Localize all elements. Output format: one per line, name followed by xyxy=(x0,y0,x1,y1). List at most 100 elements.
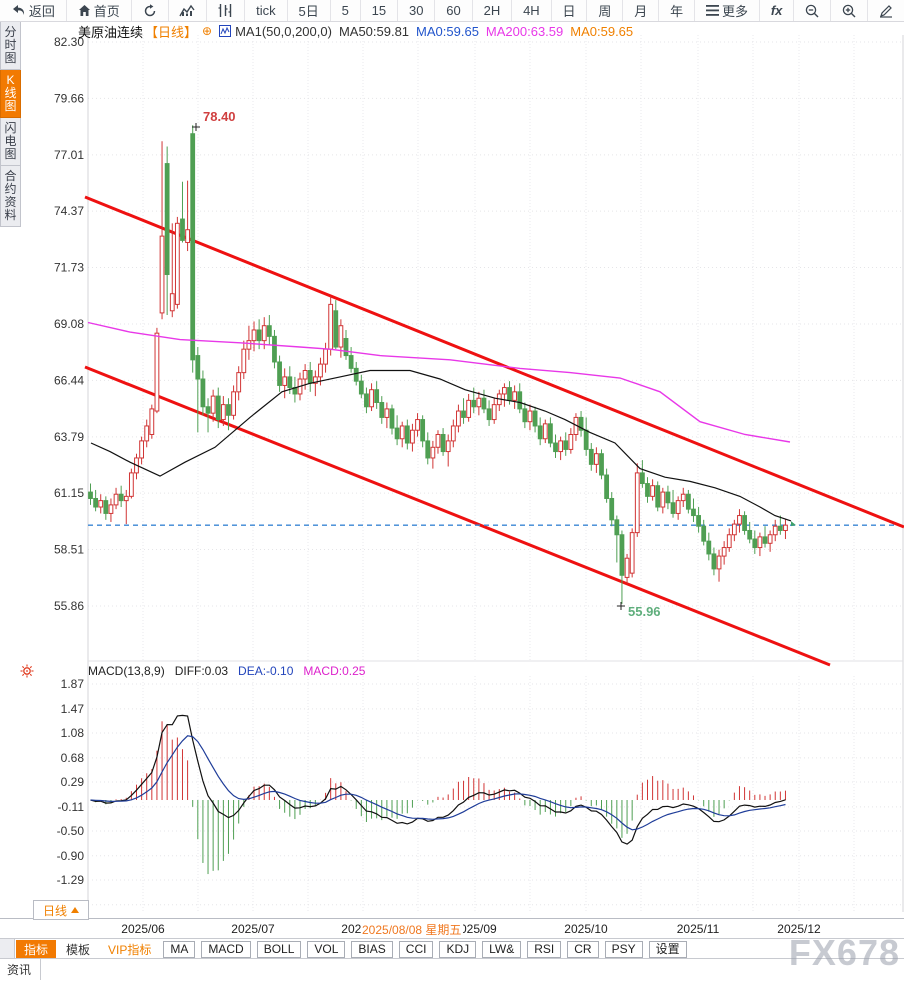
indicator-button-cr[interactable]: CR xyxy=(567,940,599,958)
toolbar-周-button[interactable]: 周 xyxy=(586,0,622,21)
x-axis-label: 2025/07 xyxy=(231,922,275,936)
indicator-tab-1[interactable]: 模板 xyxy=(66,942,91,957)
toolbar-pencil-icon[interactable] xyxy=(867,0,904,21)
pencil-icon xyxy=(879,4,893,18)
indicator-button-设置[interactable]: 设置 xyxy=(648,940,687,958)
svg-text:-0.11: -0.11 xyxy=(58,800,85,814)
ma-setting-icon[interactable] xyxy=(219,25,232,37)
toolbar-label: 月 xyxy=(634,4,648,19)
toolbar-zoom-out-icon[interactable] xyxy=(793,0,830,21)
chart-title-row: 美原油连续 【日线】 ⊕ MA1(50,0,200,0) MA50:59.81 … xyxy=(78,23,634,40)
toolbar-60-button[interactable]: 60 xyxy=(434,0,471,21)
sidebar-item-1[interactable]: K线图 xyxy=(0,70,21,118)
period-selector[interactable]: 日线 xyxy=(33,900,89,920)
toolbar-label: 15 xyxy=(371,3,387,18)
period-label: 【日线】 xyxy=(145,24,198,40)
toolbar-首页-button[interactable]: 首页 xyxy=(65,0,131,21)
x-axis-label: 2025/09 xyxy=(453,922,497,936)
toolbar-chart-bars-icon[interactable] xyxy=(167,0,207,21)
sidebar-item-3[interactable]: 合约资料 xyxy=(0,166,21,227)
toolbar-年-button[interactable]: 年 xyxy=(658,0,694,21)
indicator-button-psy[interactable]: PSY xyxy=(604,940,643,958)
toolbar-更多-button[interactable]: 更多 xyxy=(694,0,759,21)
toolbar-2H-button[interactable]: 2H xyxy=(471,0,511,21)
toolbar-5日-button[interactable]: 5日 xyxy=(286,0,330,21)
home-icon xyxy=(78,4,91,17)
toolbar-label: 年 xyxy=(670,4,684,19)
x-axis-label: 2025/12 xyxy=(777,922,821,936)
toolbar-label: 周 xyxy=(598,4,612,19)
toolbar-label: 返回 xyxy=(28,4,55,19)
indicator-button-boll[interactable]: BOLL xyxy=(256,940,302,958)
ma50-value: MA50:59.81 xyxy=(338,23,410,39)
refresh-icon xyxy=(143,3,157,18)
indicator-button-vol[interactable]: VOL xyxy=(307,940,346,958)
toolbar-tick-button[interactable]: tick xyxy=(244,0,286,21)
add-indicator-icon[interactable]: ⊕ xyxy=(202,24,213,38)
zoom-out-icon xyxy=(805,4,819,18)
svg-text:61.15: 61.15 xyxy=(54,486,84,500)
svg-text:77.01: 77.01 xyxy=(54,148,84,162)
toolbar-label: 4H xyxy=(523,3,540,18)
indicator-button-lw&[interactable]: LW& xyxy=(482,940,522,958)
svg-text:66.44: 66.44 xyxy=(54,373,84,387)
sidebar-item-2[interactable]: 闪电图 xyxy=(0,118,21,166)
toolbar-label: 60 xyxy=(446,3,461,18)
toolbar-fx-button[interactable]: fx xyxy=(758,0,793,21)
indicator-button-rsi[interactable]: RSI xyxy=(527,940,562,958)
indicator-button-ma[interactable]: MA xyxy=(163,940,196,958)
toolbar-label: 30 xyxy=(408,3,424,18)
x-axis-label: 2025/11 xyxy=(676,922,720,936)
x-axis-label: 2025/10 xyxy=(564,922,608,936)
toolbar-15-button[interactable]: 15 xyxy=(359,0,397,21)
indicator-button-bias[interactable]: BIAS xyxy=(351,940,393,958)
toolbar-lead-cell xyxy=(0,939,15,959)
toolbar-zoom-in-icon[interactable] xyxy=(830,0,867,21)
toolbar-返回-button[interactable]: 返回 xyxy=(0,0,66,21)
svg-text:-1.29: -1.29 xyxy=(57,873,85,887)
svg-text:1.08: 1.08 xyxy=(61,726,85,740)
indicator-toolbar: 指标 模板 VIP指标 MA MACD BOLL VOL BIAS CCI KDJ LW& RSI CR… xyxy=(0,938,904,959)
svg-text:78.40: 78.40 xyxy=(203,109,236,124)
svg-text:74.37: 74.37 xyxy=(54,204,84,218)
svg-text:55.86: 55.86 xyxy=(54,599,84,613)
svg-text:1.87: 1.87 xyxy=(61,677,85,691)
toolbar-月-button[interactable]: 月 xyxy=(622,0,658,21)
toolbar-refresh-icon[interactable] xyxy=(130,0,168,21)
toolbar-5-button[interactable]: 5 xyxy=(329,0,360,21)
macd-formula: MACD(13,8,9) xyxy=(88,664,165,678)
sidebar-item-0[interactable]: 分时图 xyxy=(0,21,21,70)
toolbar-日-button[interactable]: 日 xyxy=(550,0,587,21)
indicator-button-cci[interactable]: CCI xyxy=(398,940,434,958)
toolbar-label: 更多 xyxy=(721,4,748,19)
menu-icon xyxy=(705,5,719,16)
indicator-button-macd[interactable]: MACD xyxy=(201,940,251,958)
svg-text:-0.90: -0.90 xyxy=(57,849,85,863)
indicator-settings-icon[interactable] xyxy=(20,664,34,678)
zoom-in-icon xyxy=(842,4,856,18)
indicator-tab-2[interactable]: VIP指标 xyxy=(108,942,152,957)
ma0-value-orange: MA0:59.65 xyxy=(570,23,634,39)
period-selector-label: 日线 xyxy=(42,903,67,918)
ma200-value: MA200:63.59 xyxy=(485,23,564,39)
macd-diff-value: DIFF:0.03 xyxy=(174,664,229,678)
toolbar-30-button[interactable]: 30 xyxy=(397,0,434,21)
svg-text:0.29: 0.29 xyxy=(61,775,85,789)
ma-formula: MA1(50,0,200,0) xyxy=(235,23,332,39)
svg-text:55.96: 55.96 xyxy=(628,604,661,619)
toolbar-label: 首页 xyxy=(93,4,120,19)
toolbar-label: 5日 xyxy=(298,4,319,19)
candles-icon xyxy=(218,4,233,17)
indicator-button-kdj[interactable]: KDJ xyxy=(439,940,477,958)
chart-bars-icon xyxy=(179,4,196,17)
toolbar-4H-button[interactable]: 4H xyxy=(511,0,550,21)
svg-text:63.79: 63.79 xyxy=(54,430,84,444)
toolbar-candles-icon[interactable] xyxy=(206,0,244,21)
indicator-tab-0[interactable]: 指标 xyxy=(16,939,57,959)
svg-text:82.30: 82.30 xyxy=(54,35,84,49)
tab-news[interactable]: 资讯 xyxy=(0,959,42,980)
toolbar-label: tick xyxy=(256,3,276,18)
svg-text:71.73: 71.73 xyxy=(54,260,84,274)
toolbar-label: 日 xyxy=(562,4,576,19)
